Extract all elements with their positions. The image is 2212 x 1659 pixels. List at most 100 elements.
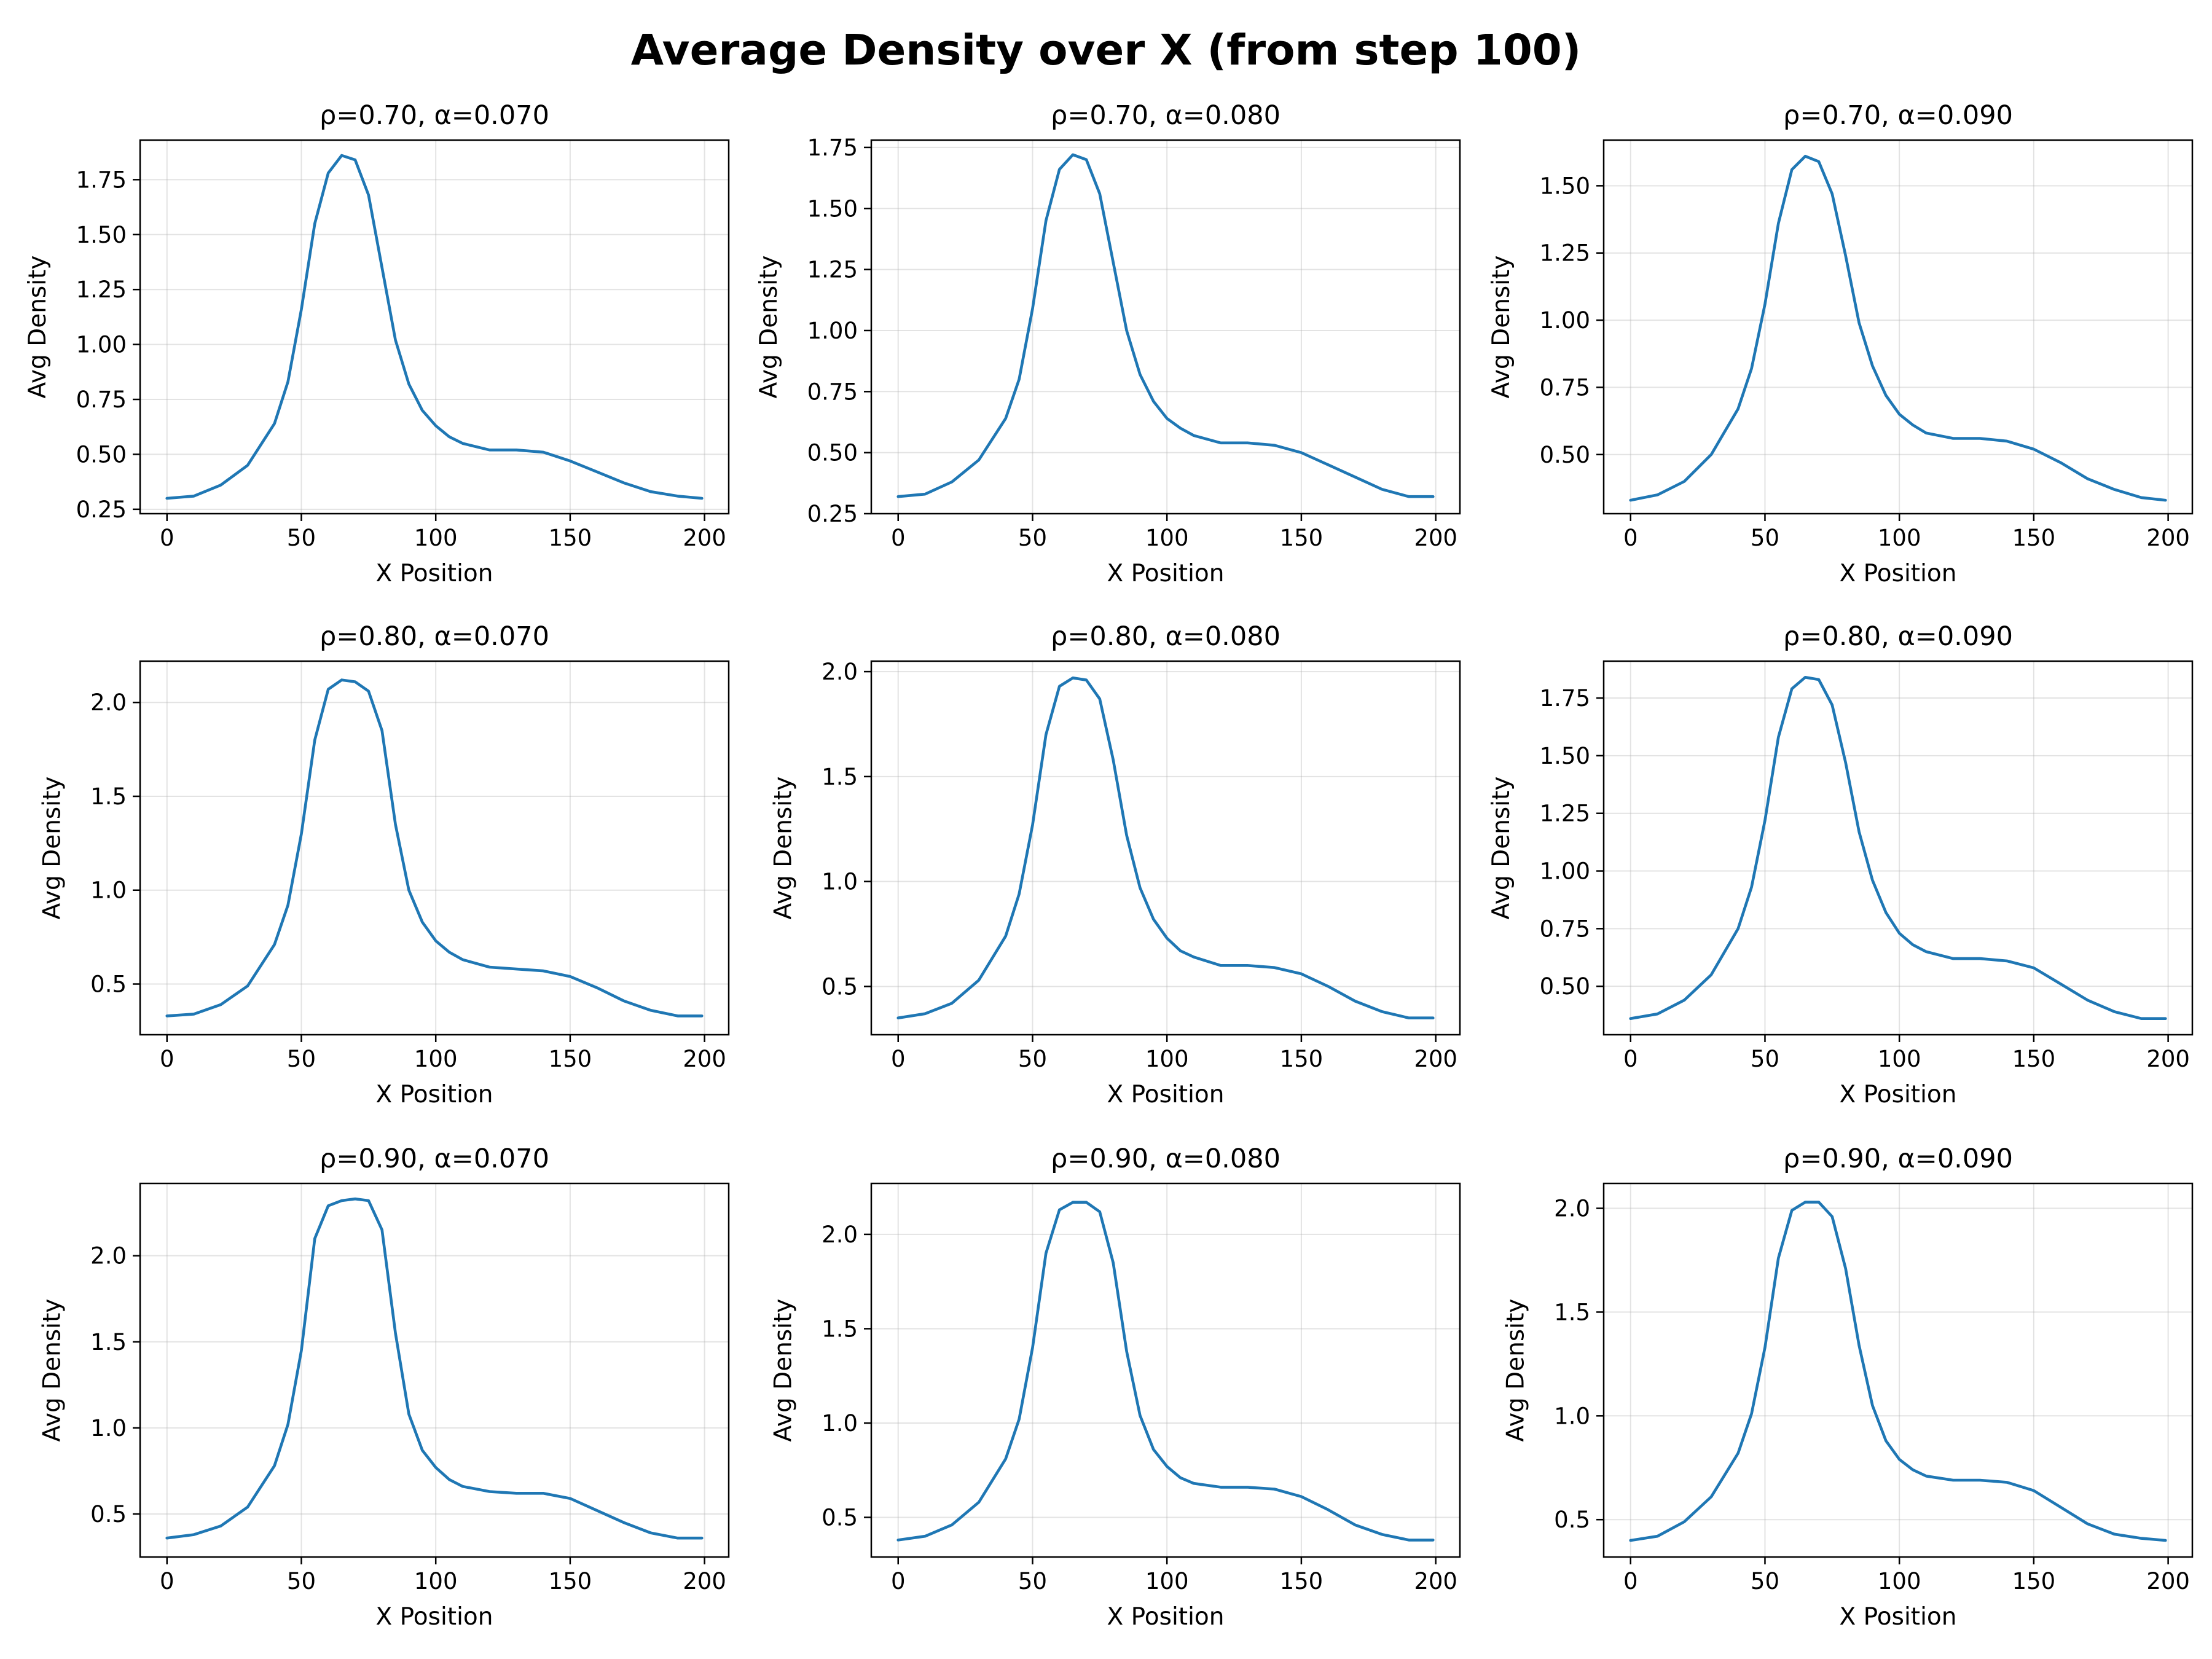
subplot-4: 0 50 100 150 200 0.5 1.0 1.5 2.0 ρ=0.80, α=0.070 X… [39,621,730,1108]
x-axis-label: X Position [376,1603,493,1631]
y-tick-label: 1.75 [1540,685,1590,712]
x-axis-label: X Position [376,560,493,587]
x-tick-label: 200 [1414,1568,1457,1594]
density-line [165,1197,704,1540]
plot-frame [139,139,730,515]
subplot-title: ρ=0.70, α=0.090 [1783,100,2013,131]
plot-frame [870,1182,1461,1558]
x-tick-label: 0 [160,1046,175,1072]
x-tick-label: 50 [1751,1568,1779,1594]
subplot-title: ρ=0.70, α=0.070 [320,100,549,131]
y-tick-label: 0.50 [76,441,127,468]
subplot-3: 0 50 100 150 200 0.50 0.75 1.00 1.25 1.50 ρ=0.70, … [1488,100,2194,587]
x-axis-label: X Position [376,1081,493,1108]
subplot-title: ρ=0.70, α=0.080 [1051,100,1281,131]
y-tick-label: 2.0 [822,659,858,685]
y-tick-label: 1.25 [76,276,127,303]
y-tick-label: 0.25 [807,501,858,527]
subplot-title: ρ=0.90, α=0.080 [1051,1143,1281,1174]
x-tick-label: 200 [683,1046,726,1072]
y-tick-label: 0.75 [1540,916,1590,942]
x-tick-label: 50 [1018,1568,1047,1594]
y-tick-label: 1.0 [822,1410,858,1437]
x-tick-label: 0 [1623,1046,1638,1072]
subplot-title: ρ=0.80, α=0.070 [320,621,549,652]
subplot-1: 0 50 100 150 200 0.25 0.50 0.75 1.00 1.25 1.50 1.75… [24,100,730,587]
x-tick-label: 0 [1623,525,1638,551]
x-tick-label: 200 [683,1568,726,1594]
x-tick-label: 200 [683,525,726,551]
y-axis-label: Avg Density [24,256,52,399]
x-tick-label: 200 [1414,525,1457,551]
x-tick-label: 200 [2146,1046,2190,1072]
y-tick-label: 0.5 [822,973,858,1000]
x-axis-label: X Position [1840,1081,1957,1108]
y-tick-label: 1.00 [1540,307,1590,334]
x-tick-label: 50 [1751,1046,1779,1072]
y-tick-label: 0.75 [807,378,858,405]
y-axis-label: Avg Density [1488,777,1515,920]
y-tick-label: 1.50 [1540,173,1590,199]
plot-frame [1602,1182,2194,1558]
x-tick-label: 200 [1414,1046,1457,1072]
x-tick-label: 50 [1018,525,1047,551]
y-tick-label: 1.0 [90,877,127,904]
x-axis-label: X Position [1107,1081,1225,1108]
density-line [1629,154,2167,502]
y-axis-label: Avg Density [39,1299,66,1442]
x-tick-label: 150 [549,1046,592,1072]
density-line [165,154,704,500]
x-tick-label: 100 [1145,1046,1189,1072]
x-tick-label: 150 [2012,1568,2056,1594]
y-tick-label: 2.0 [822,1222,858,1248]
density-line [896,1201,1435,1542]
y-tick-label: 1.5 [90,1329,127,1355]
x-tick-label: 150 [549,1568,592,1594]
y-tick-label: 1.0 [1554,1403,1590,1429]
density-line [896,153,1435,498]
x-tick-label: 0 [891,1568,906,1594]
plot-frame [1602,139,2194,515]
x-tick-label: 150 [1280,525,1324,551]
y-tick-label: 0.25 [76,496,127,523]
y-tick-label: 0.5 [822,1505,858,1531]
x-tick-label: 50 [287,1568,316,1594]
y-axis-label: Avg Density [1488,256,1515,399]
x-tick-label: 0 [160,525,175,551]
x-tick-label: 0 [891,525,906,551]
density-line [1629,1201,2167,1542]
y-axis-label: Avg Density [755,256,783,399]
subplot-title: ρ=0.90, α=0.070 [320,1143,549,1174]
x-tick-label: 200 [2146,1568,2190,1594]
density-line [165,678,704,1018]
y-tick-label: 1.75 [76,167,127,193]
y-tick-label: 0.50 [1540,973,1590,1000]
x-tick-label: 100 [414,1568,458,1594]
y-tick-label: 1.5 [90,783,127,810]
y-tick-label: 0.50 [1540,442,1590,468]
y-tick-label: 1.5 [1554,1299,1590,1325]
x-axis-label: X Position [1840,1603,1957,1631]
subplot-8: 0 50 100 150 200 0.5 1.0 1.5 2.0 ρ=0.90, α=0.080 X… [770,1143,1461,1631]
subplot-6: 0 50 100 150 200 0.50 0.75 1.00 1.25 1.50 1.75 ρ=0.… [1488,621,2194,1108]
y-tick-label: 1.25 [807,257,858,283]
y-axis-label: Avg Density [770,777,798,920]
x-axis-label: X Position [1840,560,1957,587]
subplot-7: 0 50 100 150 200 0.5 1.0 1.5 2.0 ρ=0.90, α=0.070 X… [39,1143,730,1631]
x-tick-label: 100 [1145,525,1189,551]
y-tick-label: 1.00 [76,332,127,358]
y-tick-label: 1.00 [1540,858,1590,885]
x-axis-label: X Position [1107,560,1225,587]
y-tick-label: 1.5 [822,1316,858,1342]
subplot-title: ρ=0.80, α=0.080 [1051,621,1281,652]
plot-frame [139,660,730,1036]
plot-frame [870,139,1461,515]
x-tick-label: 100 [1878,1568,1921,1594]
x-axis-label: X Position [1107,1603,1225,1631]
plot-frame [1602,660,2194,1036]
x-tick-label: 150 [549,525,592,551]
x-tick-label: 0 [160,1568,175,1594]
x-tick-label: 50 [287,525,316,551]
x-tick-label: 50 [1018,1046,1047,1072]
